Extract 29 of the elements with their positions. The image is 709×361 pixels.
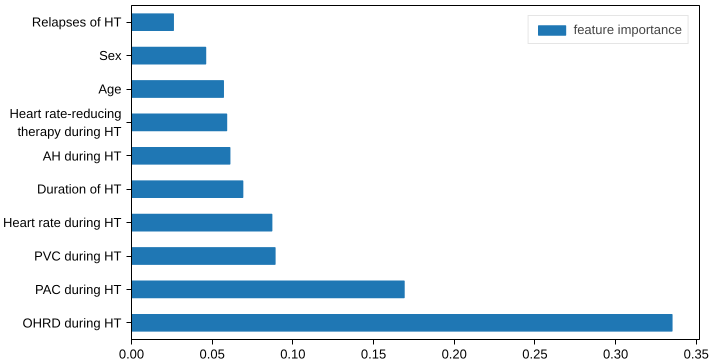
legend-label: feature importance [574,22,682,37]
x-tick-label: 0.15 [360,346,386,361]
y-tick-label: PAC during HT [35,282,122,297]
y-tick-label: OHRD during HT [22,315,122,330]
y-tick-label: Duration of HT [36,182,122,197]
y-tick-label: AH during HT [42,148,122,164]
bar [132,80,224,98]
x-tick-label: 0.00 [118,346,144,361]
x-tick-label: 0.25 [522,346,548,361]
bar [132,214,272,232]
y-tick-label: Heart rate during HT [3,215,122,230]
bar [132,146,230,165]
y-tick-label: Sex [99,48,122,64]
bar [132,46,206,64]
bar [132,180,244,198]
bar [132,280,405,298]
bar [132,247,276,265]
bar [132,13,174,32]
bar [132,114,228,132]
bar [132,314,673,332]
y-tick-label: Heart rate-reducing therapy during HT [10,106,122,139]
x-tick-label: 0.05 [200,346,225,361]
y-tick-label: Relapses of HT [32,14,122,30]
x-tick-label: 0.30 [602,346,628,361]
x-tick-label: 0.10 [280,346,306,361]
y-tick-label: PVC during HT [34,248,122,264]
y-tick-label: Age [98,82,122,96]
x-tick-label: 0.20 [442,346,467,361]
x-tick-label: 0.35 [684,346,709,361]
